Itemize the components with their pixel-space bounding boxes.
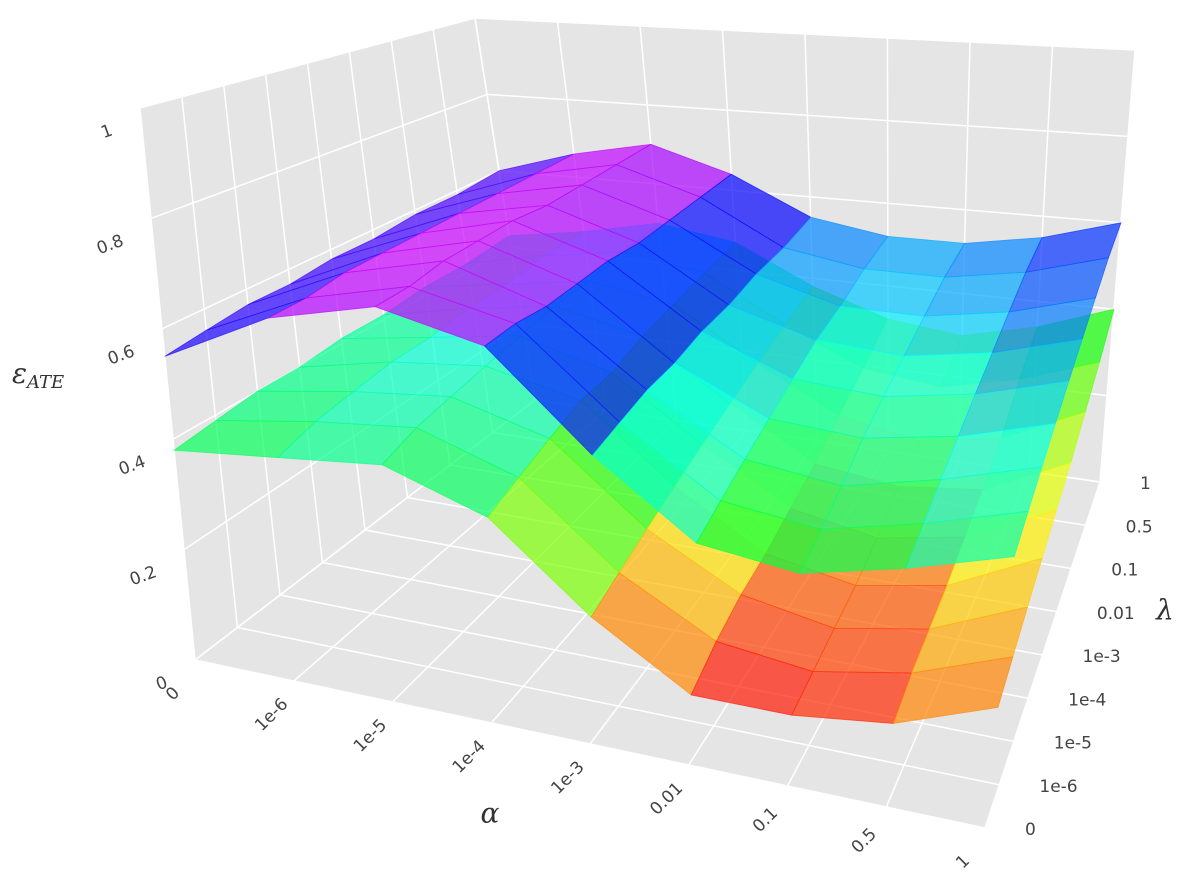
grid-line: [150, 93, 488, 220]
grid-line: [194, 659, 986, 829]
y-tick-label: 1: [1140, 474, 1151, 494]
left-wall: [140, 18, 535, 660]
x-tick-label: 1e-3: [547, 757, 588, 798]
grid-line: [237, 626, 1000, 786]
grid-line: [264, 74, 324, 563]
z-tick-label: 1: [98, 121, 115, 143]
surface-cell: [892, 656, 1014, 724]
x-tick-label: 0.01: [646, 779, 687, 820]
x-tick-label: 1e-6: [251, 694, 292, 735]
z-axis-title: εATE: [12, 357, 64, 394]
y-tick-label: 0.5: [1126, 517, 1153, 537]
grid-line: [486, 93, 1129, 138]
grid-line: [474, 17, 1136, 51]
x-tick-label: 0.5: [848, 824, 881, 857]
x-tick-label: 0.1: [749, 803, 782, 836]
z-axis-subscript: ATE: [25, 372, 64, 393]
grid-line: [181, 96, 239, 628]
grid-line: [139, 107, 196, 661]
z-tick-label: 0.4: [116, 452, 148, 480]
z-tick-label: 0.8: [94, 231, 126, 259]
z-tick-label: 0.6: [105, 341, 137, 369]
y-tick-label: 1e-6: [1039, 777, 1077, 797]
y-tick-label: 0.01: [1097, 604, 1135, 624]
y-tick-label: 1e-4: [1068, 690, 1106, 710]
x-tick-label: 0: [162, 683, 184, 705]
grid-line: [223, 85, 281, 596]
surface-cell: [791, 671, 913, 724]
grid-line: [139, 17, 476, 109]
z-axis-symbol: ε: [12, 357, 27, 390]
x-axis-title: α: [481, 797, 500, 830]
grid-line: [1099, 49, 1136, 483]
y-tick-label: 0: [1025, 820, 1036, 840]
z-tick-label: 0.2: [127, 562, 159, 590]
y-tick-label: 1e-3: [1083, 647, 1121, 667]
y-tick-label: 1e-5: [1054, 734, 1092, 754]
x-tick-label: 1: [952, 851, 974, 873]
x-tick-label: 1e-4: [449, 736, 490, 777]
surfaces: [164, 143, 1122, 724]
x-tick-label: 1e-5: [350, 715, 391, 756]
surface-cell: [905, 510, 1029, 569]
grid-line: [161, 170, 500, 330]
y-tick-label: 0.1: [1111, 561, 1138, 581]
y-axis-title: λ: [1155, 594, 1174, 627]
